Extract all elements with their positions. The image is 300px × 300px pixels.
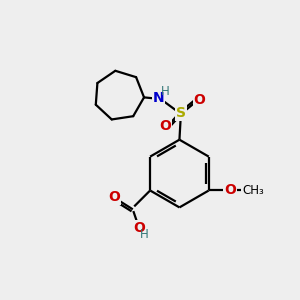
- Text: CH₃: CH₃: [242, 184, 264, 197]
- Text: O: O: [224, 184, 236, 197]
- Text: O: O: [133, 221, 145, 235]
- Text: O: O: [160, 119, 172, 134]
- Text: H: H: [140, 228, 149, 241]
- Text: O: O: [108, 190, 120, 204]
- Text: O: O: [193, 93, 205, 107]
- Text: N: N: [153, 92, 165, 106]
- Text: S: S: [176, 106, 186, 120]
- Text: H: H: [161, 85, 170, 98]
